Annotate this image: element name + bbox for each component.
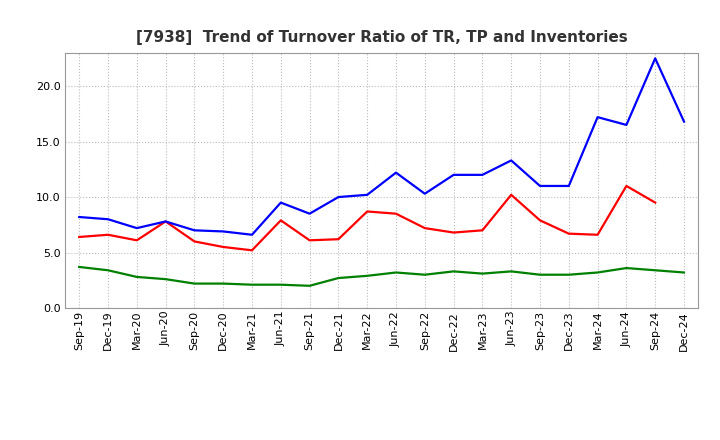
Inventories	[392, 270, 400, 275]
Trade Receivables	[507, 192, 516, 198]
Trade Receivables	[449, 230, 458, 235]
Trade Receivables	[132, 238, 141, 243]
Trade Receivables	[420, 225, 429, 231]
Trade Receivables	[478, 227, 487, 233]
Trade Receivables	[75, 235, 84, 240]
Trade Payables	[132, 225, 141, 231]
Trade Receivables	[392, 211, 400, 216]
Inventories	[564, 272, 573, 277]
Inventories	[276, 282, 285, 287]
Inventories	[507, 269, 516, 274]
Trade Payables	[104, 216, 112, 222]
Inventories	[536, 272, 544, 277]
Trade Receivables	[334, 237, 343, 242]
Inventories	[593, 270, 602, 275]
Trade Payables	[334, 194, 343, 200]
Trade Receivables	[593, 232, 602, 238]
Trade Payables	[276, 200, 285, 205]
Inventories	[680, 270, 688, 275]
Trade Payables	[420, 191, 429, 196]
Trade Receivables	[161, 219, 170, 224]
Trade Payables	[622, 122, 631, 128]
Inventories	[449, 269, 458, 274]
Inventories	[363, 273, 372, 279]
Trade Payables	[219, 229, 228, 234]
Trade Payables	[478, 172, 487, 177]
Trade Payables	[392, 170, 400, 175]
Inventories	[132, 274, 141, 279]
Inventories	[219, 281, 228, 286]
Trade Payables	[507, 158, 516, 163]
Trade Receivables	[190, 239, 199, 244]
Inventories	[420, 272, 429, 277]
Trade Receivables	[104, 232, 112, 238]
Inventories	[248, 282, 256, 287]
Trade Receivables	[363, 209, 372, 214]
Line: Inventories: Inventories	[79, 267, 684, 286]
Trade Payables	[305, 211, 314, 216]
Inventories	[104, 268, 112, 273]
Trade Receivables	[219, 244, 228, 249]
Inventories	[190, 281, 199, 286]
Trade Payables	[651, 56, 660, 61]
Trade Receivables	[276, 218, 285, 223]
Trade Receivables	[564, 231, 573, 236]
Inventories	[651, 268, 660, 273]
Trade Payables	[680, 119, 688, 124]
Inventories	[478, 271, 487, 276]
Trade Payables	[75, 214, 84, 220]
Trade Payables	[593, 114, 602, 120]
Trade Receivables	[536, 218, 544, 223]
Trade Payables	[536, 183, 544, 189]
Trade Payables	[248, 232, 256, 238]
Trade Payables	[190, 227, 199, 233]
Inventories	[305, 283, 314, 289]
Trade Receivables	[651, 200, 660, 205]
Line: Trade Payables: Trade Payables	[79, 59, 684, 235]
Title: [7938]  Trend of Turnover Ratio of TR, TP and Inventories: [7938] Trend of Turnover Ratio of TR, TP…	[136, 29, 627, 45]
Inventories	[75, 264, 84, 270]
Line: Trade Receivables: Trade Receivables	[79, 186, 655, 250]
Trade Receivables	[248, 248, 256, 253]
Trade Receivables	[622, 183, 631, 189]
Trade Receivables	[305, 238, 314, 243]
Trade Payables	[564, 183, 573, 189]
Inventories	[161, 276, 170, 282]
Inventories	[334, 275, 343, 281]
Trade Payables	[161, 219, 170, 224]
Inventories	[622, 265, 631, 271]
Trade Payables	[363, 192, 372, 198]
Trade Payables	[449, 172, 458, 177]
